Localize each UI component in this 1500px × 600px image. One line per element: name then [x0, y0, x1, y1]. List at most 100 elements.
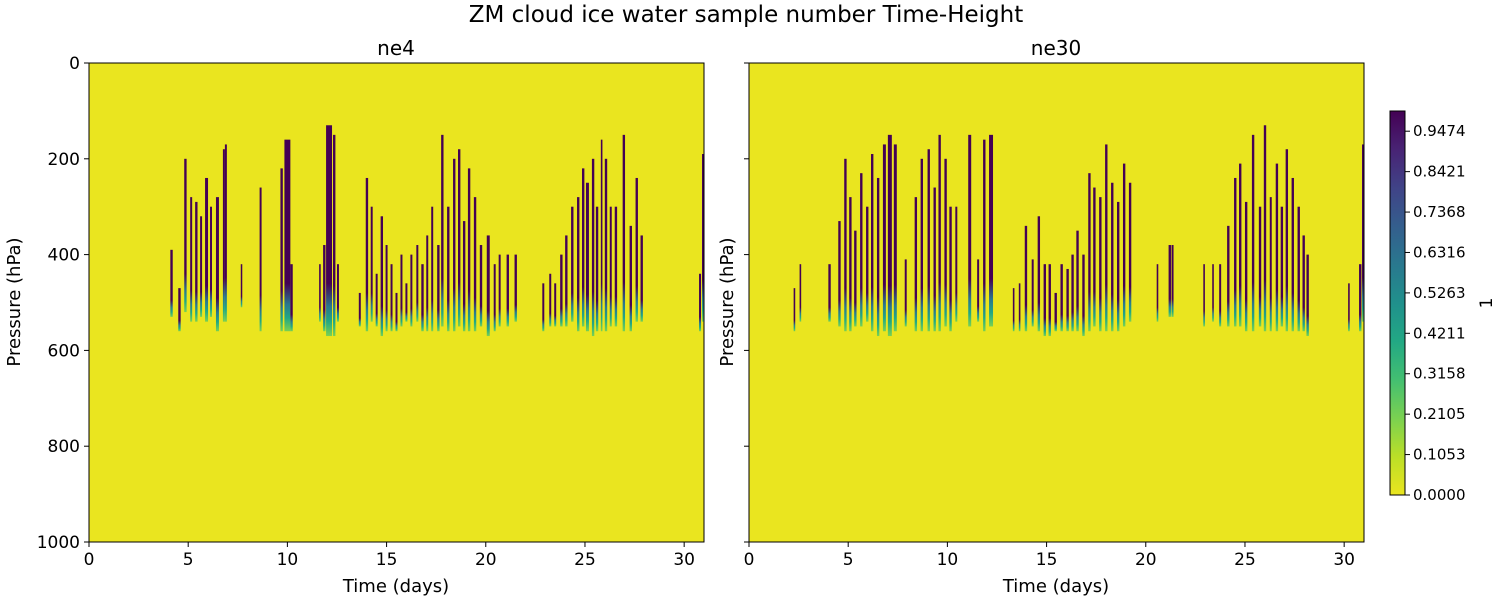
heatmap-cell-column	[989, 134, 994, 327]
heatmap-cell-column	[326, 125, 333, 337]
heatmap-cell-column	[799, 264, 802, 322]
heatmap-cell-column	[844, 158, 847, 332]
heatmap-cell-column	[614, 206, 618, 327]
heatmap-cell-column	[565, 235, 568, 327]
heatmap-cell-column	[571, 206, 574, 322]
colorbar-label: 1	[1477, 298, 1497, 309]
panel-ne30: ne30 Pressure (hPa) Time (days) 0 5 10 15 20…	[717, 36, 1365, 597]
colorbar-tick-label: 0.7368	[1413, 203, 1466, 221]
heatmap-cell-column	[486, 235, 490, 337]
heatmap-cell-column	[390, 264, 393, 332]
heatmap-cell-column	[1212, 264, 1214, 322]
y-tick-label: 400	[48, 246, 80, 266]
heatmap-cell-column	[866, 206, 869, 322]
heatmap-cell-column	[421, 264, 424, 332]
heatmap-cell-column	[933, 187, 936, 332]
heatmap-cell-column	[1297, 206, 1300, 332]
heatmap-cell-column	[441, 134, 444, 327]
colorbar-tick-label: 0.9474	[1413, 122, 1466, 140]
heatmap-cell-column	[1071, 254, 1074, 332]
x-tick-label: 10	[277, 550, 299, 570]
heatmap-cell-column	[1031, 259, 1034, 327]
heatmap-cell-column	[1018, 283, 1021, 332]
heatmap-cell-column	[849, 197, 852, 332]
y-tick-label: 1000	[37, 533, 80, 553]
heatmap-cell-column	[1168, 245, 1171, 317]
heatmap-cell-column	[370, 206, 373, 322]
heatmap-cell-column	[284, 139, 291, 332]
heatmap-cell-column	[1234, 177, 1237, 327]
heatmap-cell-column	[955, 206, 958, 322]
colorbar-gradient	[1389, 110, 1406, 496]
x-tick-label: 25	[1234, 550, 1256, 570]
heatmap-cell-column	[385, 245, 388, 332]
heatmap-cell-column	[1105, 144, 1108, 332]
heatmap-cell-column	[560, 254, 563, 327]
heatmap-cell-column	[1076, 230, 1079, 332]
heatmap-cell-column	[887, 134, 892, 337]
y-tick-label: 800	[48, 437, 80, 457]
x-tick-label: 15	[1036, 550, 1058, 570]
heatmap-cell-column	[927, 149, 930, 332]
heatmap-cell-column	[1093, 187, 1096, 327]
x-tick-label: 30	[673, 550, 695, 570]
heatmap-cell-column	[493, 264, 496, 332]
heatmap-cell-column	[1227, 225, 1230, 327]
y-tick-label: 200	[48, 150, 80, 170]
heatmap-cell-column	[416, 245, 419, 322]
colorbar-tick-label: 0.2105	[1413, 405, 1466, 423]
heatmap-cell-column	[1280, 206, 1284, 327]
heatmap-cell-column	[1203, 264, 1205, 327]
x-tick-label: 20	[1135, 550, 1157, 570]
heatmap-cell-column	[914, 197, 918, 332]
heatmap-cell-column	[1054, 292, 1057, 332]
y-tick-label: 0	[69, 54, 80, 74]
colorbar: 1 0.0000 0.1053 0.2105 0.3158 0.4211 0.5263 0.…	[1389, 110, 1497, 504]
colorbar-tick-label: 0.4211	[1413, 324, 1466, 342]
heatmap-cell-column	[1362, 144, 1364, 322]
heatmap-cell-column	[1048, 264, 1051, 337]
heatmap-cell-column	[1099, 197, 1102, 332]
heatmap-cell-column	[604, 158, 608, 332]
heatmap-cell-column	[280, 168, 283, 332]
heatmap-cell-column	[549, 273, 552, 327]
heatmap-cell-column	[1171, 245, 1174, 317]
heatmap-cell-column	[405, 283, 408, 322]
heatmap-cell-column	[200, 216, 203, 317]
panel-title: ne30	[1031, 36, 1081, 60]
heatmap-cell-column	[554, 283, 557, 327]
x-tick-label: 5	[843, 550, 854, 570]
x-tick-label: 30	[1333, 550, 1355, 570]
heatmap-cell-column	[1082, 254, 1085, 337]
heatmap-cell-column	[1348, 283, 1350, 332]
heatmap-cell-column	[609, 206, 612, 327]
heatmap-cell-column	[793, 288, 796, 332]
heatmap-cell-column	[400, 254, 403, 327]
heatmap-cell-column	[893, 144, 897, 332]
heatmap-cell-column	[871, 154, 874, 332]
heatmap-cell-column	[542, 283, 545, 332]
heatmap-cell-column	[1122, 163, 1126, 327]
heatmap-cell-column	[949, 206, 952, 332]
heatmap-cell-column	[473, 197, 477, 332]
heatmap-cell-column	[1258, 206, 1262, 327]
heatmap-cell-column	[431, 206, 434, 332]
heatmap-cell-column	[195, 201, 198, 322]
heatmap-cell-column	[1060, 264, 1063, 332]
heatmap-cell-column	[702, 154, 704, 322]
heatmap-cell-column	[640, 235, 643, 322]
colorbar-tick-label: 0.5263	[1413, 284, 1466, 302]
heatmap-cell-column	[622, 134, 626, 332]
heatmap-cell-column	[467, 168, 471, 332]
x-tick-label: 0	[744, 550, 755, 570]
heatmap-cell-column	[1244, 201, 1248, 332]
heatmap-cell-column	[838, 221, 841, 327]
heatmap-cell-column	[1291, 177, 1294, 332]
heatmap-cell-column	[595, 206, 599, 332]
heatmap-cell-column	[333, 134, 336, 337]
heatmap-cell-column	[462, 221, 466, 332]
colorbar-tick-label: 0.0000	[1413, 486, 1466, 504]
heatmap-cell-column	[577, 197, 580, 332]
heatmap-cell-column	[447, 206, 450, 332]
